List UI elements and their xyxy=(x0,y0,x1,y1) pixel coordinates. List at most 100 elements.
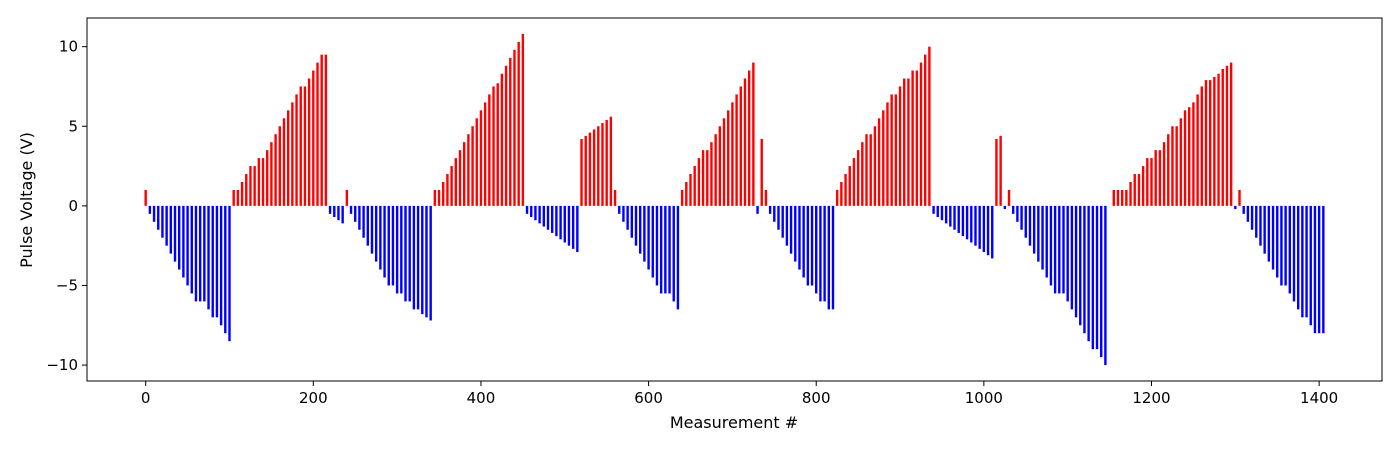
bar xyxy=(672,205,675,302)
bar xyxy=(236,189,240,206)
bar xyxy=(546,205,550,230)
bar xyxy=(1104,205,1107,366)
bar xyxy=(307,78,311,206)
bar xyxy=(148,205,152,214)
plot-area-frame xyxy=(86,17,1383,382)
bar xyxy=(1229,62,1233,206)
bar xyxy=(1154,150,1157,206)
bar xyxy=(1133,174,1136,206)
bar xyxy=(747,70,751,206)
bar xyxy=(949,205,952,227)
bar xyxy=(1062,205,1065,294)
bar xyxy=(651,205,654,278)
bar xyxy=(1175,126,1178,206)
bar xyxy=(563,205,566,243)
bar xyxy=(1288,205,1291,294)
bar xyxy=(835,189,839,206)
bar xyxy=(387,205,390,286)
bar xyxy=(270,142,273,206)
bar xyxy=(232,189,235,206)
bar xyxy=(1028,205,1032,246)
bar xyxy=(219,205,223,326)
bar xyxy=(542,205,546,227)
bar xyxy=(224,205,227,334)
bar xyxy=(903,78,906,206)
bar xyxy=(639,205,642,254)
bar xyxy=(802,205,805,278)
bar xyxy=(1200,86,1203,206)
x-axis-ticks: 0 200 400 600 800 1000 1200 1400 xyxy=(141,381,1338,407)
bar xyxy=(995,139,998,206)
x-tick-label: 1400 xyxy=(1300,389,1338,407)
bar xyxy=(722,118,726,206)
bar xyxy=(1150,158,1153,206)
bar xyxy=(668,205,671,294)
bar xyxy=(693,166,696,206)
bar xyxy=(680,189,684,206)
bar xyxy=(1016,205,1019,222)
bar xyxy=(404,205,407,302)
bar xyxy=(1250,205,1254,230)
bar xyxy=(479,110,483,206)
bar xyxy=(295,94,298,206)
x-tick-label: 0 xyxy=(141,389,151,407)
bar xyxy=(1041,205,1044,270)
bar xyxy=(890,94,893,206)
bar xyxy=(328,205,332,214)
bar xyxy=(626,205,629,230)
bar xyxy=(442,181,445,206)
bar xyxy=(1313,205,1317,334)
bar xyxy=(1317,205,1321,334)
bar xyxy=(182,205,185,278)
bar xyxy=(1087,205,1090,342)
y-tick-label: 5 xyxy=(68,117,78,135)
bar xyxy=(504,65,508,206)
bar xyxy=(1125,189,1128,206)
y-tick-label: −10 xyxy=(46,356,78,374)
bar xyxy=(798,205,801,270)
bar xyxy=(467,134,470,206)
bar xyxy=(907,78,910,206)
bar xyxy=(986,205,990,256)
bar xyxy=(152,205,156,222)
bar xyxy=(379,205,382,270)
bar xyxy=(965,205,969,240)
x-tick-label: 800 xyxy=(802,389,831,407)
bar xyxy=(777,205,780,230)
bar xyxy=(827,205,830,310)
bar xyxy=(316,62,319,206)
bar xyxy=(1024,205,1027,238)
bar xyxy=(882,110,885,206)
bar xyxy=(496,83,499,206)
bar xyxy=(257,158,261,206)
bar xyxy=(974,205,977,246)
y-tick-label: 10 xyxy=(59,38,78,56)
bar xyxy=(1146,158,1149,206)
bar xyxy=(840,181,843,206)
bar xyxy=(509,57,512,206)
bar xyxy=(559,205,562,240)
bar xyxy=(278,126,281,206)
bar xyxy=(513,49,516,206)
bar xyxy=(198,205,202,302)
bar xyxy=(869,134,872,206)
bar xyxy=(727,110,730,206)
bar xyxy=(157,205,160,230)
bar xyxy=(207,205,210,310)
bar xyxy=(303,86,307,206)
bar xyxy=(374,205,378,262)
bar xyxy=(1246,205,1250,222)
y-axis-label: Pulse Voltage (V) xyxy=(17,132,36,268)
bar xyxy=(211,205,214,318)
bar xyxy=(190,205,193,294)
bar xyxy=(605,119,608,206)
bar xyxy=(743,78,747,206)
bar xyxy=(735,94,738,206)
bar xyxy=(953,205,956,230)
y-axis-ticks: −10 −5 0 5 10 xyxy=(46,38,87,374)
bar xyxy=(370,205,374,254)
bar xyxy=(341,205,344,224)
bar xyxy=(806,205,810,286)
bar xyxy=(634,205,638,246)
bar xyxy=(957,205,960,233)
